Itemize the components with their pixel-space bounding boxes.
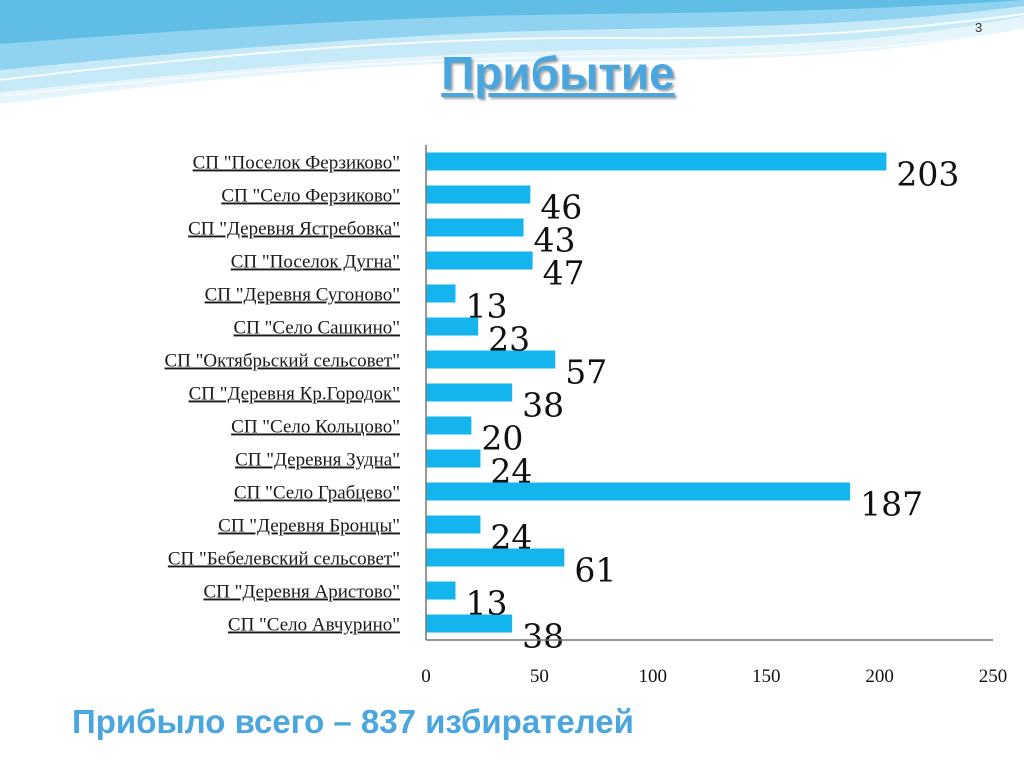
axes-group — [425, 145, 993, 641]
bar — [426, 482, 851, 501]
value-label: 57 — [565, 353, 607, 392]
value-label: 23 — [488, 320, 530, 359]
bars-group — [426, 152, 887, 633]
x-tick-label: 100 — [639, 666, 668, 687]
value-label: 38 — [522, 386, 564, 425]
bar — [426, 317, 479, 336]
category-label: СП "Бебелевский сельсовет" — [168, 549, 400, 570]
category-label: СП "Село Кольцово" — [231, 417, 400, 438]
slide-number: 3 — [975, 20, 983, 35]
category-label: СП "Село Авчурино" — [228, 615, 400, 636]
category-label: СП "Село Грабцево" — [234, 483, 400, 504]
bar — [426, 185, 531, 204]
category-label: СП "Поселок Ферзиково" — [193, 153, 400, 174]
category-labels-group: СП "Поселок Ферзиково" СП "Село Ферзиково… — [164, 153, 400, 636]
bar — [426, 581, 456, 600]
x-tick-label: 50 — [530, 666, 549, 687]
x-tick-label: 0 — [421, 666, 431, 687]
bar — [426, 251, 533, 270]
summary-footer: Прибыло всего – 837 избирателей — [72, 703, 634, 740]
category-label: СП "Поселок Дугна" — [231, 252, 400, 273]
bar — [426, 416, 472, 435]
bar — [426, 218, 524, 237]
bar — [426, 515, 481, 534]
category-label: СП "Деревня Сугоново" — [205, 285, 400, 306]
value-label: 38 — [522, 617, 564, 656]
value-label: 13 — [465, 584, 507, 623]
category-label: СП "Деревня Ястребовка" — [188, 219, 400, 240]
bar — [426, 350, 556, 369]
bar — [426, 449, 481, 468]
header-wave-decoration — [0, 0, 1024, 104]
bar — [426, 548, 565, 567]
value-label: 24 — [490, 518, 532, 557]
x-tick-labels-group: 0 50 100 150 200 250 — [421, 666, 1007, 687]
category-label: СП "Деревня Бронцы" — [218, 516, 400, 537]
bar — [426, 383, 513, 402]
value-label: 20 — [481, 419, 523, 458]
value-label: 61 — [574, 551, 616, 590]
value-label: 24 — [490, 452, 532, 491]
category-label: СП "Октябрьский сельсовет" — [164, 351, 400, 372]
value-label: 187 — [860, 485, 923, 524]
x-tick-label: 150 — [752, 666, 781, 687]
category-label: СП "Село Ферзиково" — [221, 186, 400, 207]
category-label: СП "Село Сашкино" — [233, 318, 400, 339]
value-label: 43 — [534, 221, 576, 260]
bar — [426, 284, 456, 303]
x-tick-label: 250 — [979, 666, 1008, 687]
value-label: 203 — [896, 155, 959, 194]
category-label: СП "Деревня Аристово" — [203, 582, 400, 603]
category-label: СП "Деревня Зудна" — [235, 450, 400, 471]
x-tick-label: 200 — [865, 666, 894, 687]
bar — [426, 614, 513, 633]
category-label: СП "Деревня Кр.Городок" — [189, 384, 400, 405]
value-label: 46 — [540, 188, 582, 227]
bar — [426, 152, 887, 171]
value-label: 13 — [465, 287, 507, 326]
slide-title: Прибытие — [441, 47, 675, 99]
value-label: 47 — [543, 254, 585, 293]
